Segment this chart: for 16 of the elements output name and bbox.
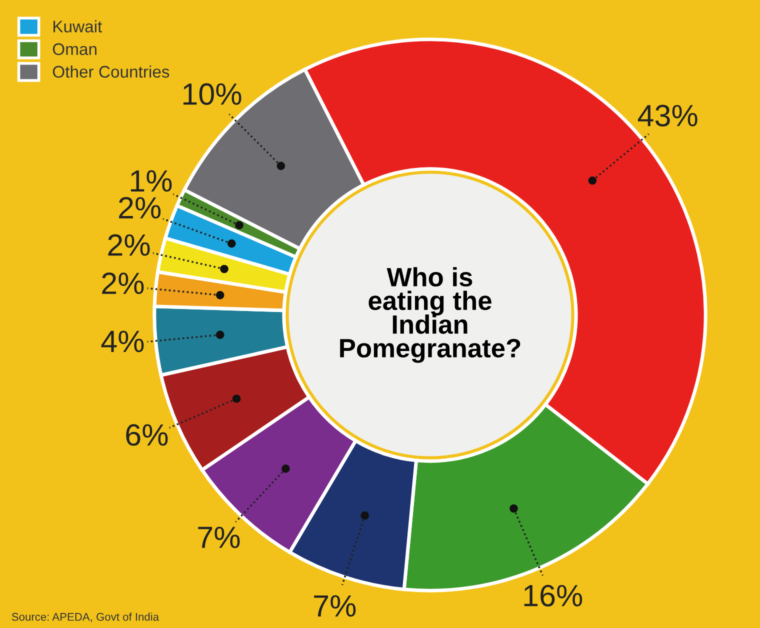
data-label: 1%: [130, 170, 172, 192]
data-label: 43%: [638, 104, 698, 126]
data-label: 4%: [101, 330, 144, 352]
data-label: 7%: [198, 526, 240, 548]
data-label: 16%: [524, 584, 582, 606]
legend-label: Other Countries: [52, 65, 170, 78]
legend-label: Oman: [52, 43, 96, 56]
data-label: 2%: [119, 197, 161, 219]
legend-label: Kuwait: [54, 20, 102, 32]
data-label: 6%: [126, 424, 168, 446]
data-label: 2%: [108, 234, 150, 256]
text: Who is eating the Indian Pomegranate?: [340, 267, 520, 363]
data-label: 7%: [314, 595, 356, 617]
data-label: 2%: [102, 272, 144, 294]
data-label: 10%: [183, 83, 242, 105]
source-note: Source: APEDA, Govt of India: [12, 612, 160, 622]
